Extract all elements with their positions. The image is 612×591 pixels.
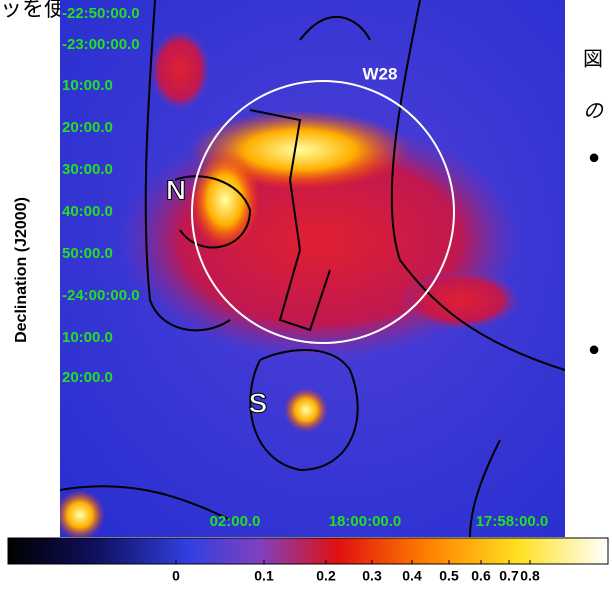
y-tick-label: 50:00.0 [62,245,113,262]
y-axis-title: Declination (J2000) [13,197,30,343]
y-tick-label: 20:00.0 [62,369,113,386]
y-tick-label: 40:00.0 [62,203,113,220]
x-tick-label: 02:00.0 [210,513,261,530]
remnant-label: W28 [363,64,398,83]
y-tick-label: 20:00.0 [62,119,113,136]
colorbar-label: 0 [172,568,180,584]
figure: ッを使って研究を進めている。これを W28 N S Declination (J… [0,0,612,586]
colorbar-label: 0.2 [316,568,336,584]
colorbar-label: 0.1 [254,568,274,584]
x-tick-label: 17:58:00.0 [476,513,549,530]
colorbar-label: 0.5 [439,568,459,584]
figure-label: 図 [583,48,603,70]
north-label: N [166,174,186,205]
bullet: ● [588,338,600,360]
colorbar-label: 0.4 [402,568,422,584]
y-tick-label: 10:00.0 [62,329,113,346]
y-tick-label: -24:00:00.0 [62,287,140,304]
y-tick-label: -22:50:00.0 [62,5,140,22]
bullet: ● [588,146,600,168]
side-particle: の [583,100,604,122]
colorbar [8,538,608,564]
sky-image [55,0,565,540]
colorbar-label: 0.3 [362,568,382,584]
x-tick-label: 18:00:00.0 [329,513,402,530]
colorbar-label: 0.8 [520,568,540,584]
y-tick-label: 10:00.0 [62,77,113,94]
south-label: S [249,387,268,418]
colorbar-label: 0.7 [499,568,519,584]
colorbar-label: 0.6 [471,568,491,584]
y-tick-label: 30:00.0 [62,161,113,178]
y-tick-label: -23:00:00.0 [62,36,140,53]
